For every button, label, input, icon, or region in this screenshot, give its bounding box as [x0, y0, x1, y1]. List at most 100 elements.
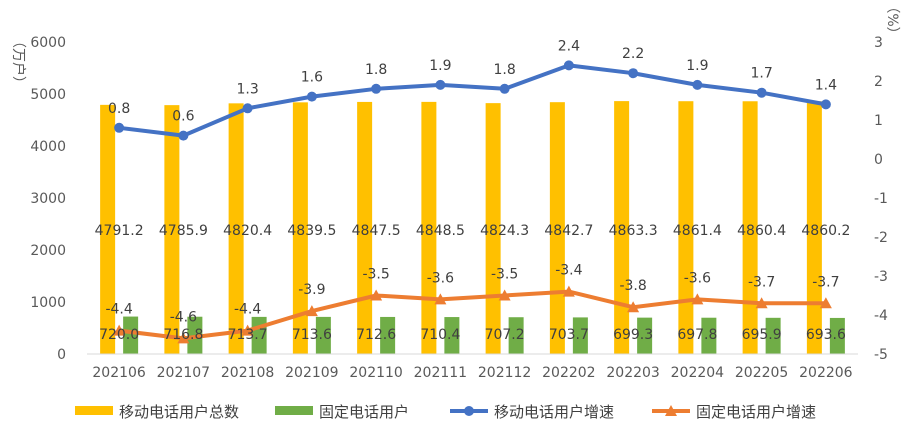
y-right-tick-label: -4 [874, 308, 888, 324]
fixed-growth-point [305, 305, 318, 317]
mobile-growth-point [114, 122, 125, 133]
x-tick-label: 202108 [221, 365, 274, 381]
bar-fixed-line [637, 317, 653, 354]
bars-layer [100, 101, 845, 355]
bar-fixed-line [123, 316, 139, 354]
fixed-line-data-label: 697.8 [677, 327, 717, 343]
mobile-total-data-label: 4863.3 [609, 223, 658, 239]
bar-mobile-total [806, 101, 822, 355]
mobile-growth-point [435, 79, 446, 90]
mobile-growth-point [371, 83, 382, 94]
mobile-growth-data-label: 1.4 [815, 77, 837, 93]
mobile-growth-data-label: 1.6 [301, 70, 323, 86]
y-right-tick-label: 1 [874, 113, 883, 129]
fixed-growth-data-label: -3.7 [812, 274, 839, 290]
y-right-tick-label: -2 [874, 230, 888, 246]
fixed-growth-point [113, 324, 126, 336]
x-tick-label: 202110 [349, 365, 402, 381]
mobile-growth-data-label: 1.7 [750, 66, 772, 82]
mobile-growth-data-label: 1.8 [493, 62, 515, 78]
mobile-total-data-label: 4785.9 [159, 223, 208, 239]
mobile-growth-data-label: 1.8 [365, 62, 387, 78]
mobile-total-data-label: 4860.4 [737, 223, 786, 239]
fixed-growth-data-label: -3.5 [362, 267, 389, 283]
mobile-growth-point [242, 103, 253, 114]
fixed-line-data-label: 703.7 [549, 327, 589, 343]
fixed-line-data-label: 695.9 [742, 327, 782, 343]
mobile-growth-data-label: 2.4 [558, 38, 580, 54]
bar-fixed-line [315, 316, 331, 354]
fixed-growth-point [819, 297, 832, 309]
bar-fixed-line [765, 317, 781, 354]
legend-label: 移动电话用户总数 [119, 403, 239, 421]
fixed-growth-data-label: -3.6 [684, 270, 711, 286]
x-tick-label: 202109 [285, 365, 338, 381]
bar-mobile-total [485, 103, 501, 354]
fixed-growth-data-label: -3.5 [491, 267, 518, 283]
bar-mobile-total [678, 101, 694, 354]
bar-mobile-total [292, 102, 308, 354]
legend-swatch-bar [75, 406, 113, 415]
y-right-tick-label: 0 [874, 152, 883, 168]
x-tick-label: 202112 [478, 365, 531, 381]
bar-mobile-total [357, 101, 373, 355]
mobile-total-data-label: 4824.3 [480, 223, 529, 239]
mobile-total-data-label: 4860.2 [801, 223, 850, 239]
fixed-growth-data-label: -4.4 [105, 302, 132, 318]
bar-mobile-total [100, 104, 116, 354]
mobile-growth-point [563, 60, 574, 71]
bar-mobile-total [228, 103, 244, 354]
fixed-growth-data-label: -3.7 [748, 274, 775, 290]
bar-mobile-total [614, 101, 630, 354]
y-right-tick-label: 2 [874, 74, 883, 90]
mobile-total-data-label: 4791.2 [95, 223, 144, 239]
fixed-line-data-label: 716.8 [163, 327, 203, 343]
mobile-growth-point [692, 79, 703, 90]
fixed-growth-line [118, 289, 826, 341]
fixed-line-data-label: 713.7 [228, 327, 268, 343]
bar-fixed-line [508, 317, 524, 354]
fixed-growth-point [562, 285, 575, 297]
x-tick-label: 202206 [799, 365, 853, 381]
bar-mobile-total [164, 105, 180, 354]
y-left-tick-label: 1000 [30, 295, 66, 311]
fixed-growth-data-label: -3.6 [427, 270, 454, 286]
mobile-growth-point [178, 130, 189, 141]
mobile-growth-data-label: 2.2 [622, 46, 644, 62]
y-right-tick-label: -1 [874, 191, 888, 207]
mobile-growth-line [118, 63, 827, 138]
fixed-growth-point [691, 293, 704, 305]
fixed-line-data-label: 712.6 [356, 327, 396, 343]
mobile-growth-point [820, 99, 831, 110]
y-right-tick-label: -3 [874, 269, 888, 285]
y-left-tick-label: 3000 [30, 191, 66, 207]
fixed-growth-point [370, 289, 383, 301]
fixed-growth-data-label: -3.8 [619, 278, 646, 294]
fixed-growth-point [627, 301, 640, 313]
fixed-growth-point [177, 332, 190, 344]
x-tick-label: 202111 [414, 365, 467, 381]
fixed-line-data-label: 713.6 [292, 327, 332, 343]
fixed-line-data-label: 693.6 [806, 327, 846, 343]
bar-mobile-total [421, 101, 437, 355]
mobile-growth-data-label: 1.9 [686, 58, 708, 74]
mobile-total-data-label: 4861.4 [673, 223, 722, 239]
data-labels: 4791.2 4785.9 4820.4 4839.5 4847.5 4848.5 4824… [95, 38, 851, 343]
mobile-growth-point [306, 91, 317, 102]
bar-fixed-line [701, 317, 717, 354]
legend-marker-circle [464, 406, 474, 416]
legend-label: 固定电话用户增速 [696, 403, 816, 421]
y-left-tick-label: 2000 [30, 243, 66, 259]
mobile-total-data-label: 4848.5 [416, 223, 465, 239]
fixed-line-data-label: 720.0 [99, 327, 139, 343]
legend: 移动电话用户总数 固定电话用户 移动电话用户增速 固定电话用户增速 [75, 403, 816, 421]
x-tick-label: 202203 [606, 365, 659, 381]
fixed-growth-point [498, 289, 511, 301]
mobile-growth-data-label: 1.3 [236, 81, 258, 97]
y-left-axis-title: （万户） [10, 34, 27, 90]
bar-mobile-total [742, 101, 758, 354]
bar-fixed-line [444, 317, 460, 354]
fixed-growth-data-label: -3.9 [298, 282, 325, 298]
x-tick-label: 202106 [92, 365, 146, 381]
x-tick-label: 202204 [671, 365, 725, 381]
